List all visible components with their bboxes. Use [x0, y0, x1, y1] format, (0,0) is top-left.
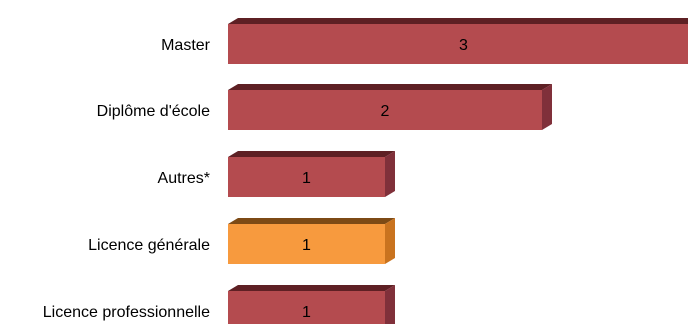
category-label: Licence générale	[88, 237, 210, 254]
category-label: Diplôme d'école	[97, 103, 210, 120]
bar-side-face	[385, 218, 395, 264]
bar	[228, 24, 688, 64]
bar	[228, 291, 385, 324]
bar-side-face	[385, 285, 395, 324]
bar-group: 3 Master	[161, 18, 688, 64]
bar-group: 1 Licence générale	[88, 218, 395, 264]
bar	[228, 90, 542, 130]
data-label: 1	[302, 304, 311, 321]
bar-top-face	[228, 151, 395, 157]
category-label: Licence professionnelle	[43, 304, 210, 321]
data-label: 2	[381, 103, 390, 120]
bar-group: 1 Licence professionnelle	[43, 285, 395, 324]
data-label: 1	[302, 237, 311, 254]
bar-group: 2 Diplôme d'école	[97, 84, 552, 130]
bar-side-face	[542, 84, 552, 130]
bar	[228, 157, 385, 197]
data-label: 3	[459, 37, 468, 54]
category-label: Autres*	[158, 170, 210, 187]
data-label: 1	[302, 170, 311, 187]
bar	[228, 224, 385, 264]
bar-group: 1 Autres*	[158, 151, 395, 197]
bar-top-face	[228, 285, 395, 291]
bar-side-face	[385, 151, 395, 197]
bar-top-face	[228, 18, 688, 24]
bar-top-face	[228, 84, 552, 90]
category-label: Master	[161, 37, 211, 54]
bar-top-face	[228, 218, 395, 224]
